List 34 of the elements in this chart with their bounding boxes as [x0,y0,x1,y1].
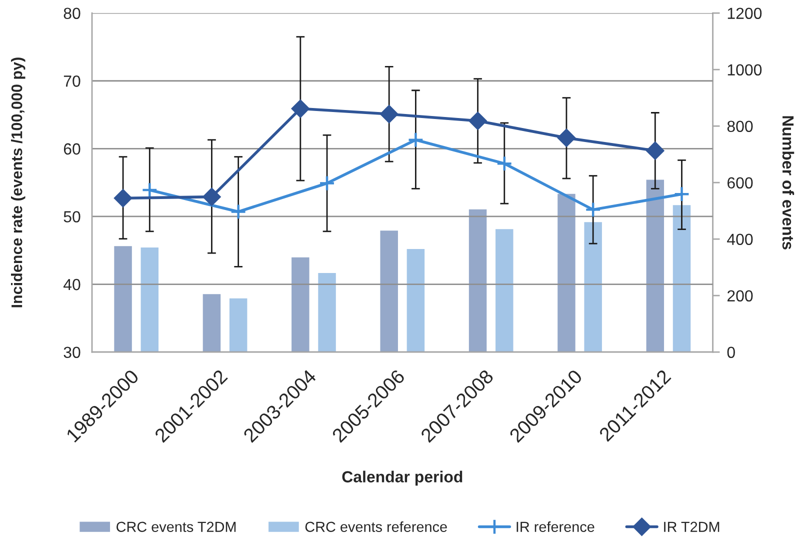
bar [672,205,691,352]
y2-tick-label: 1000 [728,64,762,76]
legend-label: CRC events reference [305,521,447,532]
y2-tick-label: 400 [727,234,753,246]
y-tick-label: 80 [64,8,80,20]
y-tick-label: 60 [64,143,80,155]
bar [380,230,398,352]
bar [646,180,664,352]
y-tick-label: 30 [64,346,80,358]
bar [468,209,487,352]
legend-label: CRC events T2DM [116,522,236,532]
bar [584,222,602,352]
bar [318,272,336,352]
legend-label: IR T2DM [664,522,720,532]
y-tick-label: 70 [64,76,80,87]
bar [292,257,310,352]
bar [114,246,132,352]
x-axis-title: Calendar period [342,470,462,486]
bar [496,229,514,352]
y-tick-label: 40 [63,278,80,290]
bar [140,248,159,352]
bar [202,294,221,352]
bar [229,298,248,352]
bar [558,194,576,352]
y2-tick-label: 1200 [728,8,762,20]
y2-tick-label: 0 [727,346,735,358]
y-tick-label: 50 [64,211,80,222]
y-axis-title: Incidence rate (events /100,000 py) [11,58,26,308]
y2-axis-title: Number of events [782,116,794,250]
y2-tick-label: 600 [728,177,753,189]
y2-tick-label: 800 [727,120,753,132]
legend-label: IR reference [516,521,594,532]
bar [406,248,425,352]
y2-tick-label: 200 [727,290,753,302]
